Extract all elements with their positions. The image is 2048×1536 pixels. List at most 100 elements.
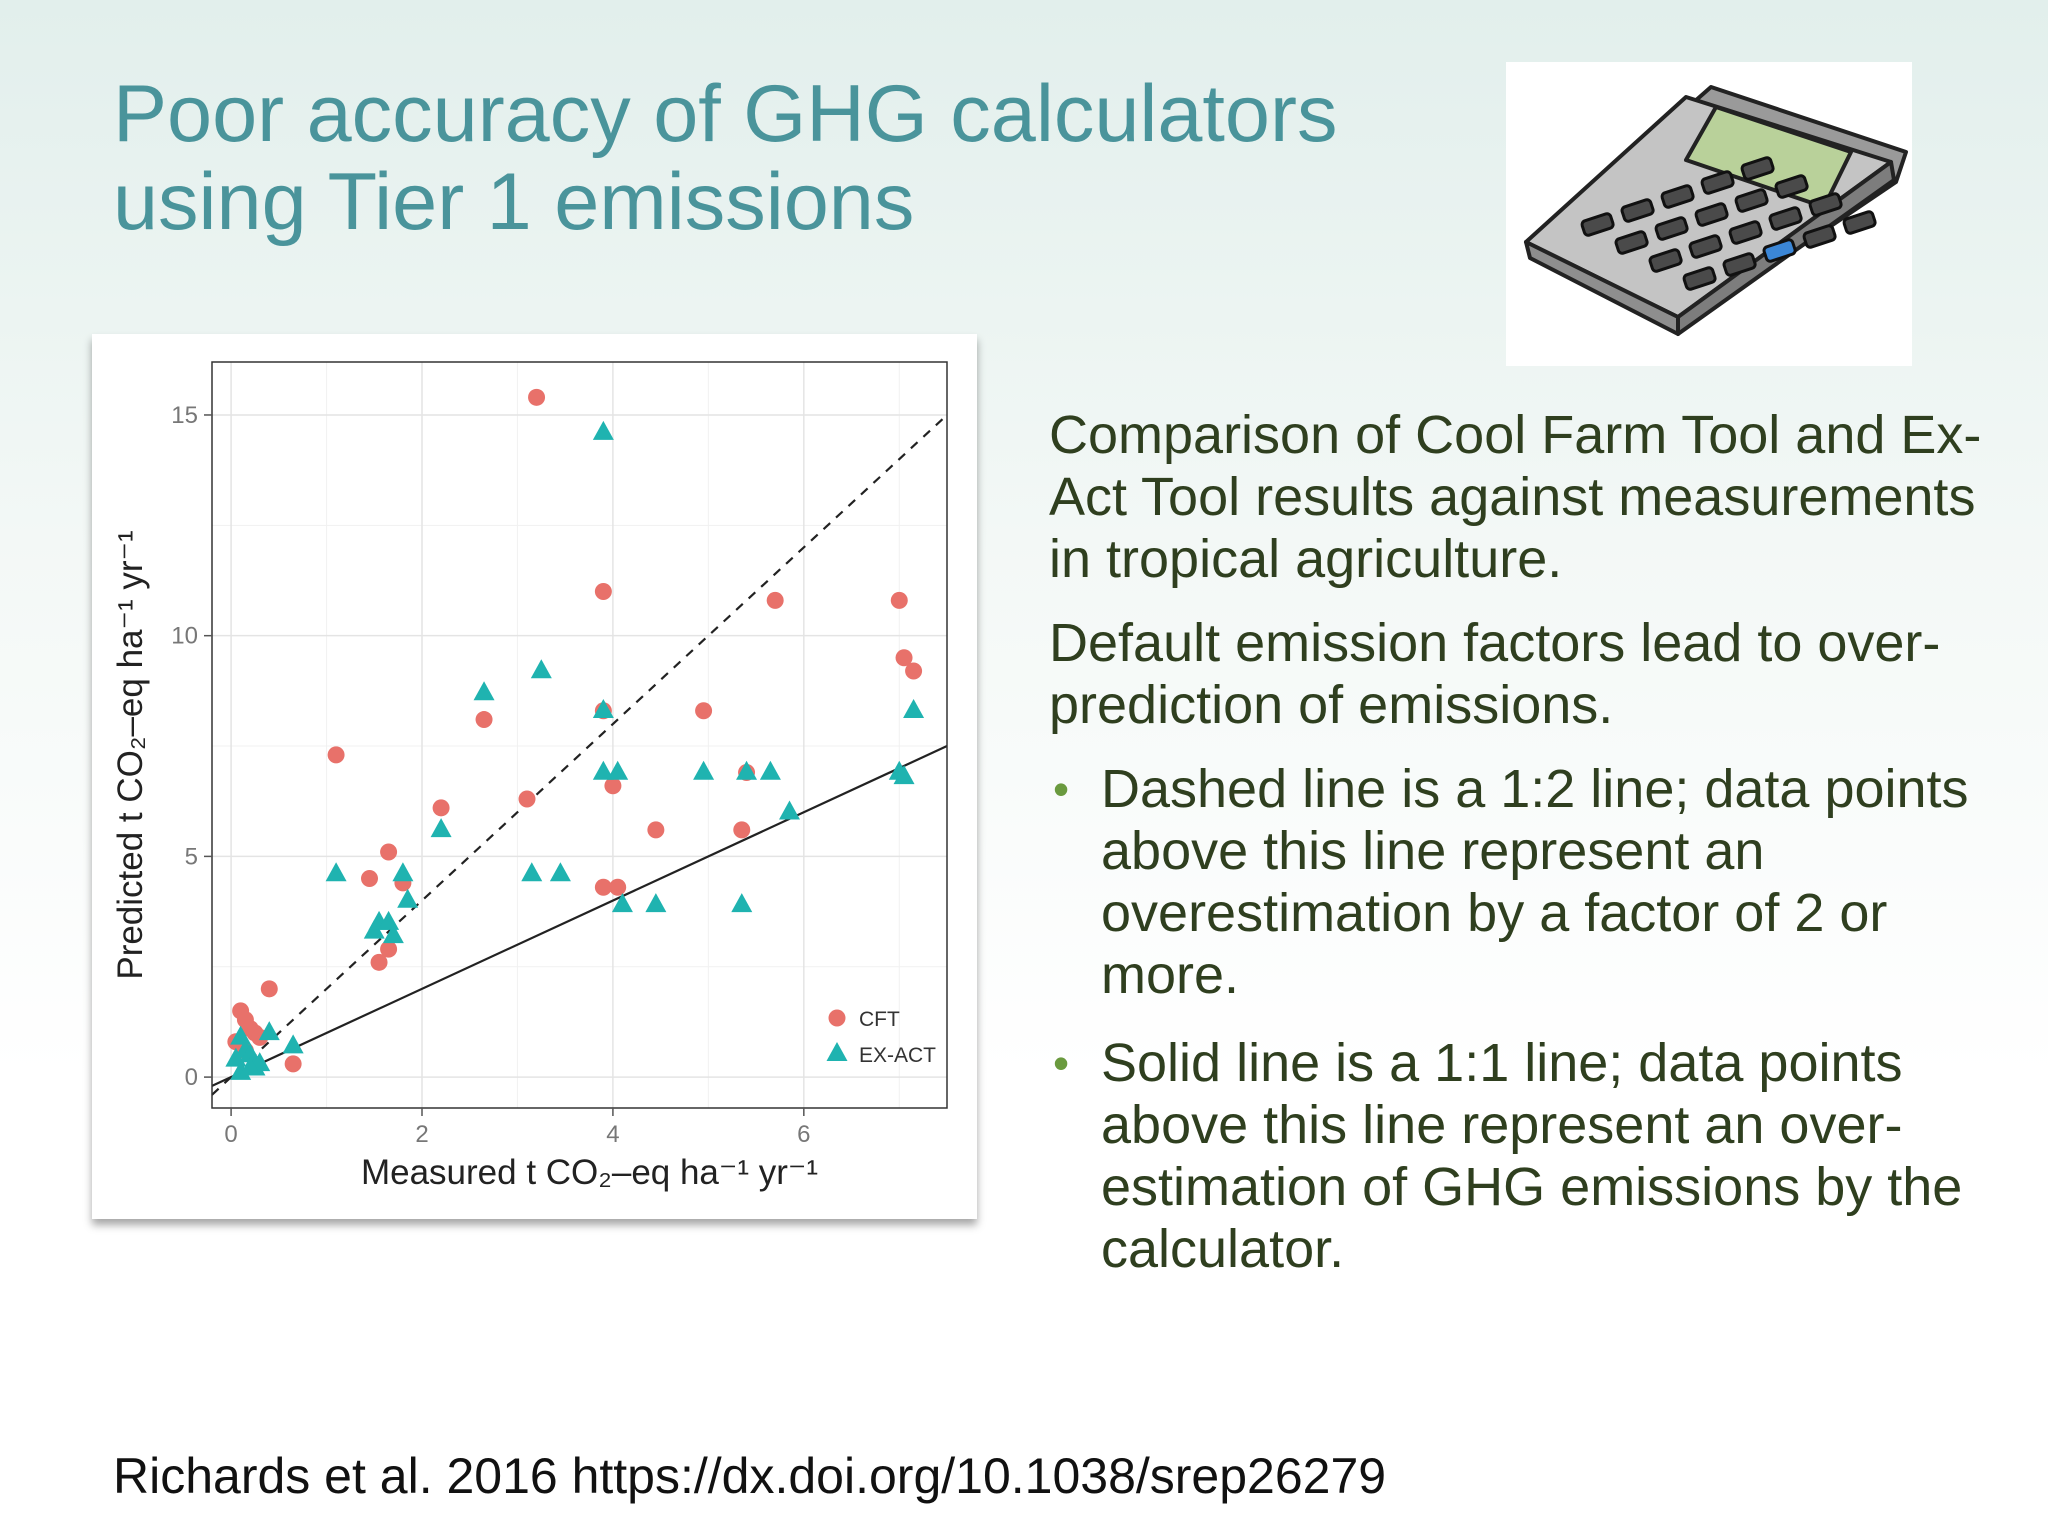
- data-point-exact: [903, 698, 925, 718]
- data-point-exact: [530, 659, 552, 679]
- calculator-icon: [1524, 85, 1908, 336]
- data-point-cft: [327, 746, 345, 764]
- data-point-cft: [695, 702, 713, 720]
- bullet-dot-icon: •: [1053, 1037, 1070, 1089]
- data-point-exact: [258, 1021, 280, 1041]
- data-point-cft: [647, 821, 665, 839]
- y-axis-label: Predicted t CO₂–eq ha⁻¹ yr⁻¹: [111, 530, 150, 979]
- legend-key-exact: [826, 1042, 848, 1061]
- calculator-key: [1762, 238, 1797, 263]
- calculator-key: [1654, 216, 1689, 241]
- legend-key-cft: [828, 1009, 846, 1027]
- data-point-cft: [380, 940, 398, 958]
- data-point-cft: [609, 878, 627, 896]
- x-tick-label: 4: [606, 1121, 619, 1148]
- legend-label: CFT: [859, 1008, 900, 1031]
- data-point-exact: [693, 760, 715, 780]
- data-point-cft: [432, 799, 450, 817]
- scatter-chart: 0 2 4 6 0 5 10 15 CFT EX-ACT Measured t CO₂–eq h…: [92, 334, 977, 1219]
- slide-title: Poor accuracy of GHG calculators using T…: [113, 70, 1413, 246]
- data-point-cft: [594, 583, 612, 601]
- data-point-exact: [607, 760, 629, 780]
- calculator-key: [1694, 202, 1729, 227]
- reference-line-1to2: [211, 414, 948, 1096]
- x-tick-label: 6: [797, 1121, 810, 1148]
- chart-grid: [212, 362, 947, 1108]
- data-point-exact: [592, 420, 614, 440]
- data-point-exact: [382, 924, 404, 944]
- data-point-cft: [528, 388, 546, 406]
- data-point-cft: [361, 869, 378, 887]
- calculator-key: [1740, 156, 1775, 181]
- y-tick-label: 15: [171, 402, 198, 429]
- data-point-exact: [893, 765, 915, 785]
- x-tick-label: 0: [224, 1121, 237, 1148]
- data-point-cft: [890, 591, 908, 609]
- calculator-key: [1620, 198, 1655, 223]
- data-point-exact: [521, 862, 543, 882]
- data-point-exact: [736, 760, 758, 780]
- x-tick-label: 2: [415, 1121, 428, 1148]
- data-point-exact: [473, 681, 495, 701]
- data-point-cft: [260, 980, 278, 998]
- calculator-key: [1734, 188, 1769, 213]
- calculator-key: [1802, 224, 1837, 249]
- calculator-key: [1682, 266, 1717, 291]
- data-point-cft: [594, 878, 612, 896]
- data-point-exact: [645, 893, 667, 913]
- plot-panel-border: [211, 361, 948, 1109]
- data-point-exact: [611, 893, 633, 913]
- calculator-key: [1580, 212, 1615, 237]
- data-point-cft: [518, 790, 536, 808]
- bullet-dot-icon: •: [1053, 763, 1070, 815]
- y-tick-label: 5: [185, 843, 198, 870]
- reference-line-1to1: [211, 745, 948, 1087]
- data-point-exact: [430, 818, 452, 838]
- data-point-exact: [239, 1056, 261, 1076]
- data-point-exact: [759, 760, 781, 780]
- data-point-cft: [604, 777, 622, 795]
- data-point-exact: [325, 862, 347, 882]
- data-points: [225, 388, 925, 1080]
- calculator-key: [1808, 192, 1843, 217]
- data-point-exact: [592, 760, 614, 780]
- data-point-cft: [475, 711, 493, 729]
- calculator-key: [1648, 248, 1683, 273]
- chart-legend: CFT EX-ACT: [826, 1008, 936, 1067]
- reference-lines: [211, 414, 948, 1096]
- calculator-key: [1660, 184, 1695, 209]
- data-point-exact: [731, 893, 753, 913]
- data-point-exact: [282, 1034, 304, 1054]
- y-tick-label: 10: [171, 623, 198, 650]
- chart-axes: 0 2 4 6 0 5 10 15: [171, 402, 810, 1148]
- data-point-cft: [284, 1055, 302, 1073]
- calculator-key: [1728, 220, 1763, 245]
- slide-body: Comparison of Cool Farm Tool and Ex-Act …: [1049, 404, 2009, 1306]
- data-point-cft: [766, 591, 784, 609]
- data-point-cft: [733, 821, 751, 839]
- slide-title-line1: Poor accuracy of GHG calculators: [113, 69, 1338, 159]
- y-tick-label: 0: [185, 1064, 198, 1091]
- calculator-key: [1614, 230, 1649, 255]
- x-axis-label: Measured t CO₂–eq ha⁻¹ yr⁻¹: [361, 1153, 818, 1192]
- citation: Richards et al. 2016 https://dx.doi.org/…: [113, 1448, 1387, 1504]
- data-point-exact: [592, 698, 614, 718]
- statement-paragraph: Default emission factors lead to over-pr…: [1049, 613, 1941, 735]
- bullet-text: Dashed line is a 1:2 line; data points a…: [1101, 759, 1969, 1005]
- intro-paragraph: Comparison of Cool Farm Tool and Ex-Act …: [1049, 405, 1982, 589]
- bullet-solid-line: • Solid line is a 1:1 line; data points …: [1049, 1032, 2009, 1280]
- calculator-key: [1688, 234, 1723, 259]
- calculator-image: [1506, 62, 1912, 366]
- calculator-key: [1842, 210, 1877, 235]
- calculator-key: [1700, 170, 1735, 195]
- bullet-dashed-line: • Dashed line is a 1:2 line; data points…: [1049, 758, 2009, 1006]
- legend-label: EX-ACT: [859, 1044, 936, 1067]
- data-point-cft: [380, 843, 398, 861]
- slide-title-line2: using Tier 1 emissions: [113, 157, 915, 247]
- data-point-cft: [905, 662, 923, 680]
- data-point-exact: [549, 862, 571, 882]
- bullet-text: Solid line is a 1:1 line; data points ab…: [1101, 1033, 1963, 1279]
- data-point-exact: [779, 800, 800, 820]
- data-point-cft: [370, 953, 388, 971]
- calculator-key: [1774, 174, 1809, 199]
